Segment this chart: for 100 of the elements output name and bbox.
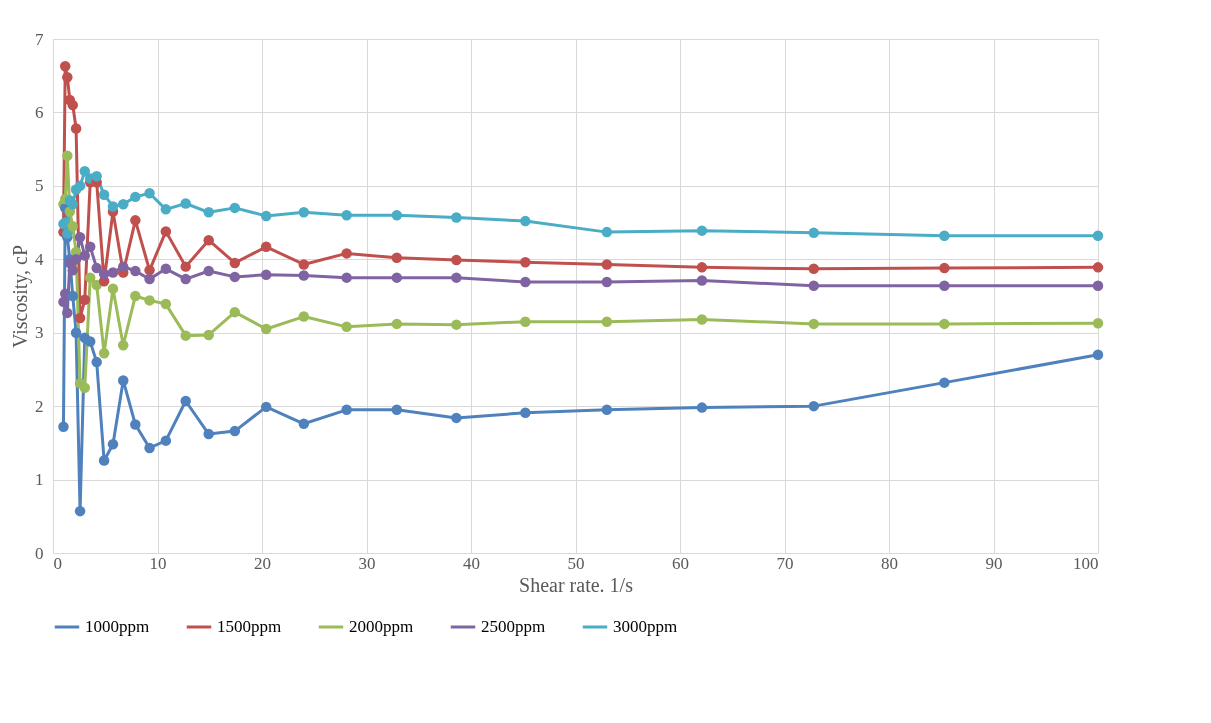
point	[91, 171, 102, 182]
point	[203, 234, 214, 246]
point	[391, 404, 403, 416]
x-axis-title: Shear rate. 1/s	[519, 573, 634, 596]
point	[107, 267, 119, 278]
point	[520, 276, 531, 288]
point	[808, 263, 819, 275]
point	[117, 339, 129, 351]
point	[260, 323, 272, 335]
y-axis-title: Viscosity, cP	[9, 244, 32, 349]
point	[696, 225, 708, 236]
point	[229, 257, 241, 269]
x-tick-label: 80	[881, 553, 898, 573]
y-tick-label: 5	[35, 176, 44, 196]
point	[130, 265, 141, 277]
point	[144, 295, 155, 306]
x-tick-label: 20	[254, 553, 271, 573]
x-tick-label: 90	[985, 553, 1003, 573]
point	[939, 377, 950, 388]
point	[84, 241, 96, 253]
point	[229, 306, 241, 318]
point	[203, 207, 214, 218]
point	[808, 400, 819, 412]
point	[59, 60, 71, 72]
point	[107, 439, 119, 450]
point	[451, 272, 462, 283]
point	[98, 189, 110, 200]
y-tick-label: 3	[35, 323, 44, 343]
legend-label: 2500ppm	[481, 617, 546, 636]
point	[520, 316, 531, 327]
point	[180, 273, 191, 285]
point	[391, 209, 403, 221]
point	[74, 180, 86, 192]
point	[808, 318, 819, 330]
point	[84, 272, 96, 283]
point	[341, 248, 352, 259]
point	[91, 262, 102, 274]
point	[67, 99, 78, 111]
point	[601, 316, 613, 327]
point	[107, 283, 119, 294]
point	[939, 280, 950, 291]
legend-label: 3000ppm	[613, 617, 678, 636]
point	[451, 212, 462, 223]
point	[203, 428, 214, 440]
x-tick-label: 70	[776, 553, 794, 573]
point	[79, 250, 91, 261]
point	[1092, 230, 1104, 242]
point	[939, 262, 950, 274]
point	[160, 204, 172, 215]
x-tick-label: 100	[1073, 553, 1099, 573]
x-tick-label: 0	[53, 553, 62, 573]
point	[70, 123, 82, 134]
point	[70, 254, 82, 265]
point	[180, 395, 191, 407]
point	[70, 327, 82, 338]
legend-label: 1000ppm	[85, 617, 150, 636]
point	[341, 404, 352, 416]
point	[808, 227, 819, 239]
point	[520, 256, 531, 268]
y-tick-label: 7	[35, 29, 44, 49]
point	[229, 202, 241, 214]
point	[451, 254, 462, 266]
x-tick-label: 50	[567, 553, 585, 573]
point	[601, 259, 613, 270]
point	[451, 319, 462, 330]
point	[229, 425, 241, 437]
point	[203, 265, 214, 277]
point	[130, 215, 141, 226]
point	[341, 272, 352, 283]
point	[130, 290, 141, 302]
point	[180, 198, 191, 209]
point	[696, 402, 708, 413]
point	[298, 311, 310, 322]
point	[1092, 317, 1104, 329]
y-tick-label: 4	[35, 249, 44, 269]
point	[62, 307, 73, 319]
point	[1092, 349, 1104, 360]
point	[341, 209, 352, 221]
point	[298, 207, 310, 218]
point	[62, 150, 73, 161]
point	[260, 241, 272, 253]
point	[696, 314, 708, 325]
y-tick-label: 2	[35, 396, 44, 416]
point	[130, 419, 141, 430]
point	[144, 265, 155, 276]
point	[98, 348, 110, 359]
point	[298, 418, 310, 429]
point	[74, 232, 86, 243]
point	[144, 187, 155, 199]
point	[391, 272, 403, 283]
point	[117, 375, 129, 386]
point	[130, 191, 141, 203]
point	[260, 210, 272, 222]
point	[91, 356, 102, 368]
point	[160, 298, 172, 310]
point	[180, 261, 191, 272]
point	[117, 198, 129, 210]
point	[160, 435, 172, 446]
legend-label: 2000ppm	[349, 617, 414, 636]
point	[203, 329, 214, 341]
